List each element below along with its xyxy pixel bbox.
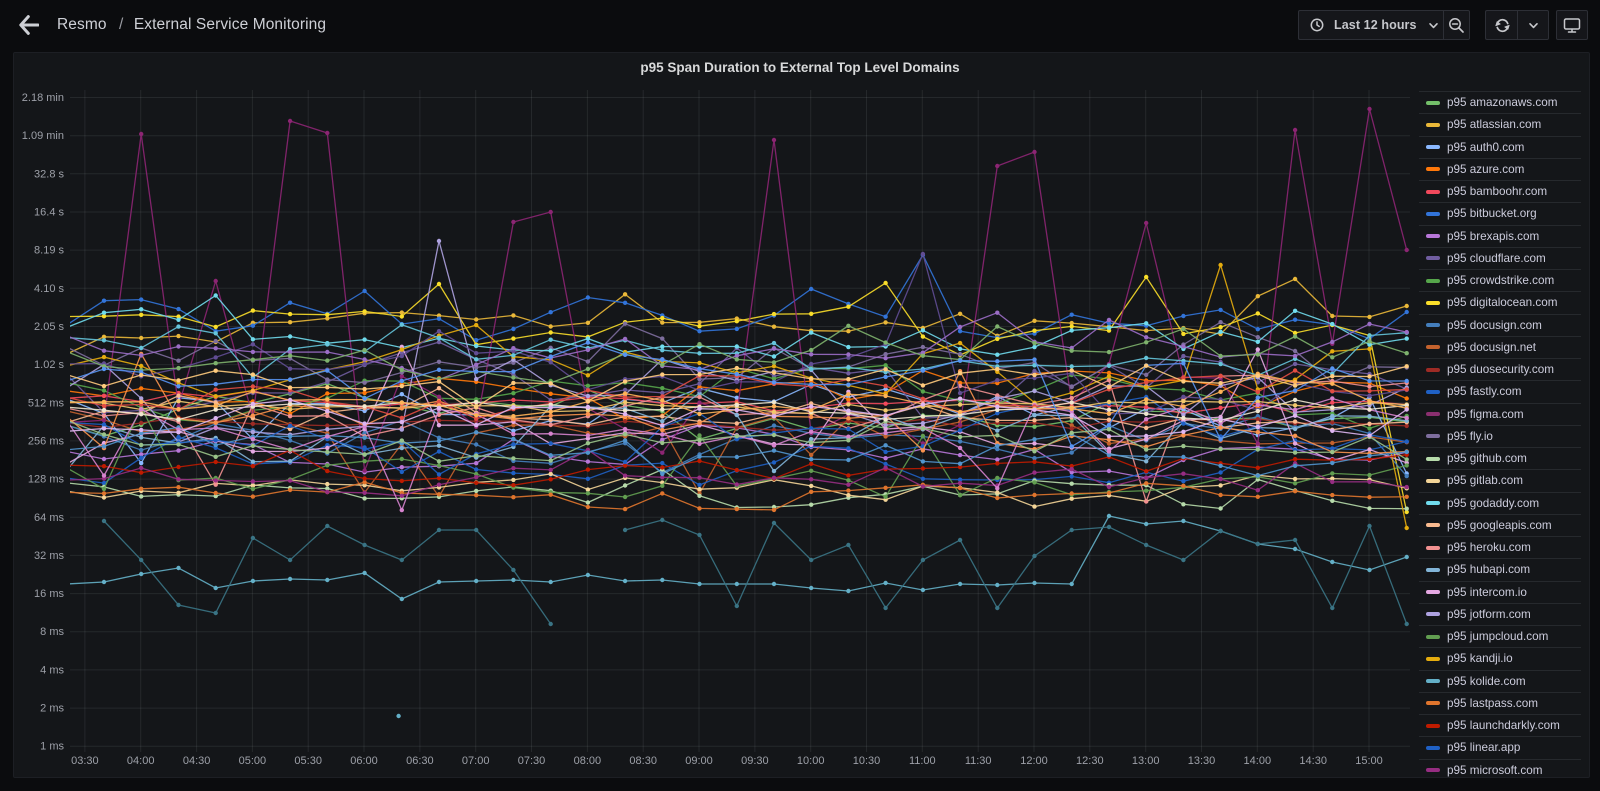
- svg-text:14:00: 14:00: [1244, 755, 1272, 767]
- svg-text:07:30: 07:30: [518, 755, 546, 767]
- svg-text:09:00: 09:00: [685, 755, 713, 767]
- svg-text:256 ms: 256 ms: [28, 435, 65, 447]
- svg-text:10:30: 10:30: [853, 755, 881, 767]
- svg-text:06:30: 06:30: [406, 755, 434, 767]
- svg-text:512 ms: 512 ms: [28, 397, 65, 409]
- svg-text:16 ms: 16 ms: [34, 588, 64, 600]
- svg-text:08:00: 08:00: [574, 755, 602, 767]
- svg-text:128 ms: 128 ms: [28, 474, 65, 486]
- svg-text:2.05 s: 2.05 s: [34, 321, 64, 333]
- svg-text:2 ms: 2 ms: [40, 703, 64, 715]
- svg-text:1 ms: 1 ms: [40, 741, 64, 753]
- svg-text:32 ms: 32 ms: [34, 550, 64, 562]
- svg-text:1.09 min: 1.09 min: [22, 130, 64, 142]
- svg-text:4.10 s: 4.10 s: [34, 283, 64, 295]
- svg-text:16.4 s: 16.4 s: [34, 207, 64, 219]
- svg-text:09:30: 09:30: [741, 755, 769, 767]
- svg-text:8 ms: 8 ms: [40, 626, 64, 638]
- svg-text:03:30: 03:30: [71, 755, 99, 767]
- svg-text:10:00: 10:00: [797, 755, 825, 767]
- svg-text:2.18 min: 2.18 min: [22, 92, 64, 104]
- svg-text:11:30: 11:30: [965, 755, 992, 767]
- svg-text:4 ms: 4 ms: [40, 664, 64, 676]
- svg-text:11:00: 11:00: [909, 755, 936, 767]
- svg-text:04:00: 04:00: [127, 755, 155, 767]
- svg-text:64 ms: 64 ms: [34, 512, 64, 524]
- svg-text:05:30: 05:30: [294, 755, 322, 767]
- svg-text:07:00: 07:00: [462, 755, 490, 767]
- svg-text:06:00: 06:00: [350, 755, 378, 767]
- svg-text:05:00: 05:00: [239, 755, 267, 767]
- svg-text:13:30: 13:30: [1188, 755, 1216, 767]
- svg-text:32.8 s: 32.8 s: [34, 168, 64, 180]
- svg-text:1.02 s: 1.02 s: [34, 359, 64, 371]
- svg-text:08:30: 08:30: [629, 755, 657, 767]
- svg-text:14:30: 14:30: [1299, 755, 1327, 767]
- svg-text:13:00: 13:00: [1132, 755, 1160, 767]
- svg-text:8.19 s: 8.19 s: [34, 245, 64, 257]
- svg-text:12:00: 12:00: [1020, 755, 1048, 767]
- svg-text:15:00: 15:00: [1355, 755, 1383, 767]
- svg-text:12:30: 12:30: [1076, 755, 1104, 767]
- svg-text:04:30: 04:30: [183, 755, 211, 767]
